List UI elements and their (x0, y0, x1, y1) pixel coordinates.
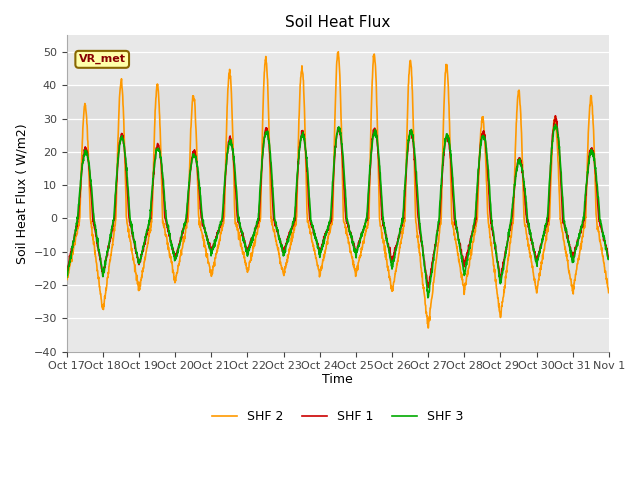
SHF 3 (495, 274, 503, 280)
Y-axis label: Soil Heat Flux ( W/m2): Soil Heat Flux ( W/m2) (15, 123, 28, 264)
SHF 3 (365, 180, 372, 185)
SHF 3 (552, 121, 559, 127)
SHF 1 (353, 248, 361, 253)
Legend: SHF 2, SHF 1, SHF 3: SHF 2, SHF 1, SHF 3 (207, 405, 468, 428)
SHF 1 (572, 245, 580, 251)
SHF 1 (557, 185, 565, 191)
SHF 1 (214, 231, 221, 237)
SHF 2 (605, 290, 612, 296)
SHF 2 (424, 325, 432, 331)
SHF 2 (365, 204, 373, 209)
SHF 3 (605, 256, 612, 262)
SHF 1 (424, 285, 432, 290)
SHF 3 (572, 246, 580, 252)
SHF 3 (557, 169, 565, 175)
SHF 3 (214, 230, 221, 236)
X-axis label: Time: Time (323, 372, 353, 385)
SHF 3 (424, 295, 432, 300)
Line: SHF 2: SHF 2 (67, 52, 609, 328)
SHF 1 (365, 188, 372, 193)
SHF 2 (63, 276, 70, 282)
SHF 2 (557, 220, 565, 226)
Bar (67, 85, 609, 285)
SHF 2 (214, 245, 221, 251)
SHF 2 (335, 49, 342, 55)
SHF 3 (353, 247, 361, 253)
SHF 3 (63, 275, 70, 280)
Line: SHF 1: SHF 1 (67, 116, 609, 288)
SHF 1 (605, 254, 612, 260)
Line: SHF 3: SHF 3 (67, 124, 609, 298)
Text: VR_met: VR_met (79, 54, 125, 64)
Title: Soil Heat Flux: Soil Heat Flux (285, 15, 390, 30)
SHF 1 (63, 270, 70, 276)
SHF 1 (495, 268, 503, 274)
SHF 2 (572, 268, 580, 274)
SHF 2 (353, 263, 361, 268)
SHF 2 (495, 309, 503, 314)
SHF 1 (552, 113, 559, 119)
